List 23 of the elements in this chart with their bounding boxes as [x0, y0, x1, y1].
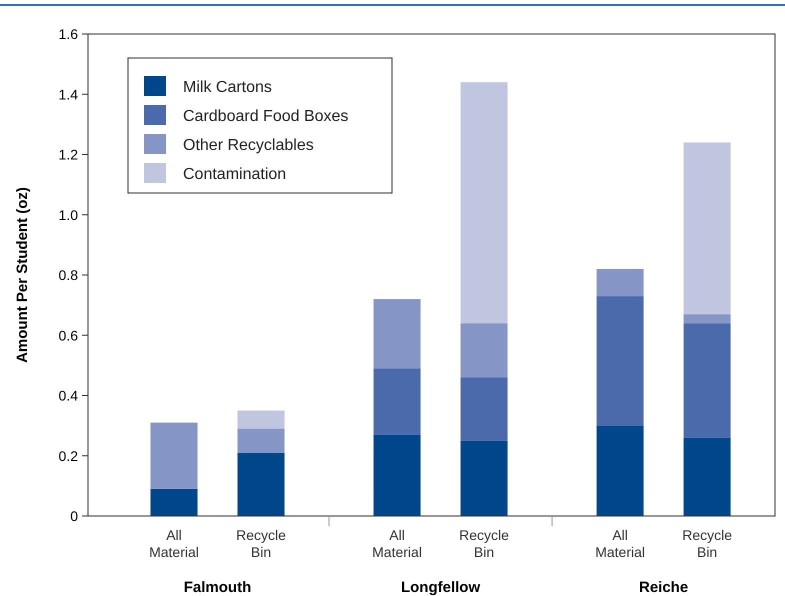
- x-tick-label: All Material: [372, 527, 422, 560]
- text: Reiche: [639, 579, 688, 596]
- legend-label: Contamination: [183, 166, 286, 183]
- x-tick-label: All Material: [149, 527, 199, 560]
- y-axis-title: Amount Per Student (oz): [14, 187, 31, 363]
- y-tick-label: 1.2: [58, 146, 78, 162]
- legend-label: Milk Cartons: [183, 79, 272, 96]
- text: Falmouth: [184, 579, 252, 596]
- x-tick-label: All Material: [595, 527, 645, 560]
- y-tick-label: 0.8: [58, 267, 78, 283]
- y-tick-label: 1.4: [58, 86, 78, 102]
- x-tick-label: Recycle Bin: [682, 527, 732, 560]
- y-tick-label: 0.4: [58, 388, 78, 404]
- y-tick-label: 0: [70, 508, 78, 524]
- y-tick-label: 1.0: [58, 206, 78, 223]
- x-tick-label: Recycle Bin: [236, 527, 286, 560]
- x-tick-label: Recycle Bin: [459, 527, 510, 560]
- y-tick-label: 1.6: [58, 26, 78, 42]
- y-tick-label: 0.6: [58, 327, 78, 344]
- text: Longfellow: [400, 579, 480, 596]
- y-tick-label: 0.2: [58, 448, 78, 464]
- legend-label: Cardboard Food Boxes: [183, 108, 348, 125]
- legend-label: Other Recyclables: [183, 137, 314, 154]
